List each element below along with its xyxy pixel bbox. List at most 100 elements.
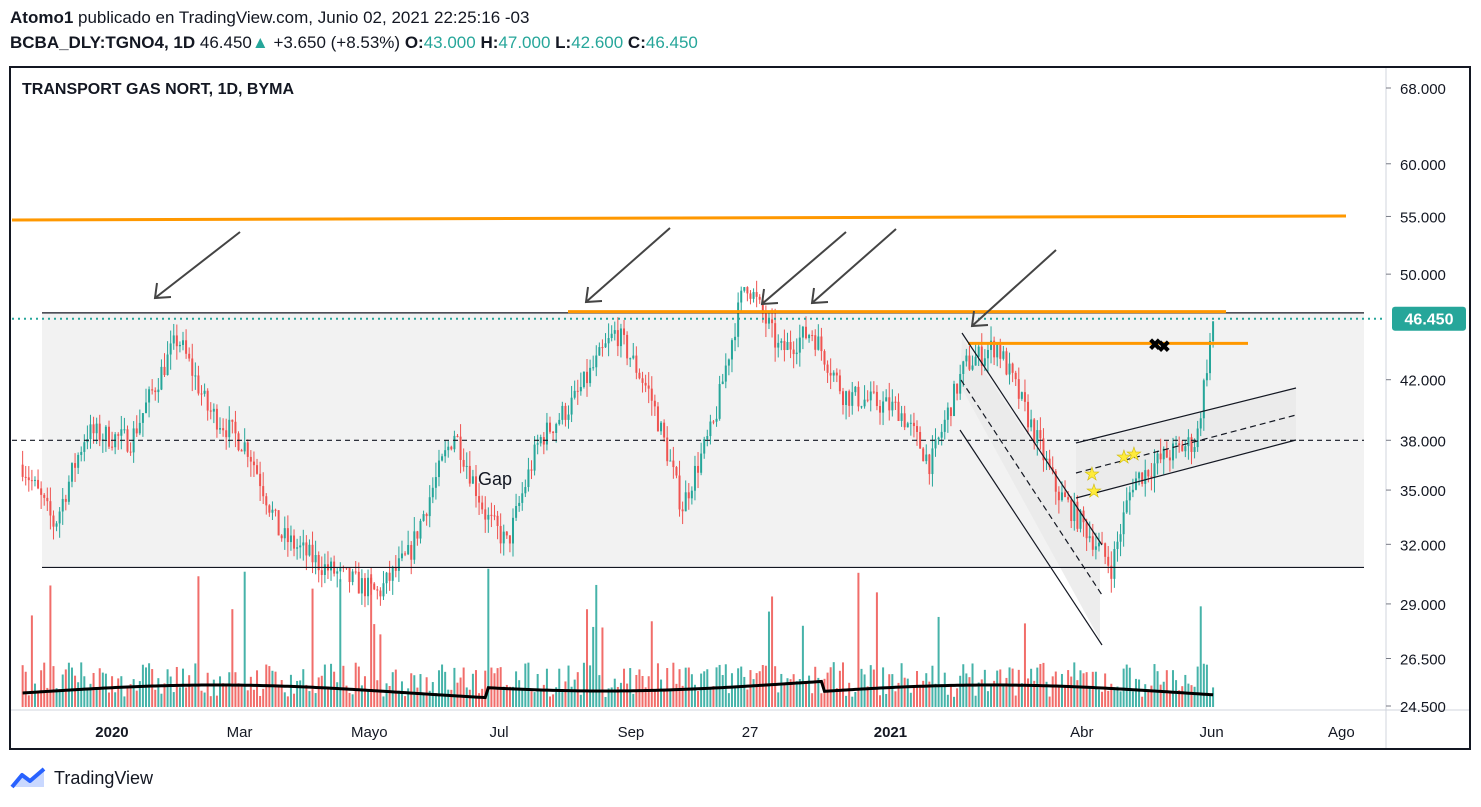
close-value: 46.450 (645, 33, 698, 52)
candle-body (786, 341, 789, 350)
volume-bar (663, 688, 666, 707)
candle-body (117, 434, 120, 436)
cross-mark-icon: ✖ (1157, 339, 1170, 356)
volume-bar (1171, 670, 1174, 707)
volume-bar (518, 680, 521, 707)
volume-bar (299, 680, 302, 707)
volume-bar (801, 625, 804, 707)
candle-body (502, 531, 505, 544)
volume-bar (891, 674, 894, 707)
candle-body (493, 515, 496, 517)
candle-body (126, 429, 129, 452)
volume-ma-line (22, 679, 1214, 700)
candle-body (280, 535, 283, 539)
low-label: L: (555, 33, 572, 52)
candle-body (974, 356, 977, 366)
candle-body (940, 431, 943, 438)
candle-body (592, 367, 595, 369)
volume-bar (462, 667, 465, 707)
volume-bar (1057, 686, 1060, 707)
candle-body (1131, 489, 1134, 493)
candle-body (330, 561, 333, 571)
candle-body (46, 497, 49, 502)
candle-body (323, 564, 326, 575)
down-channel-mid (960, 379, 1103, 596)
volume-bar (249, 676, 252, 707)
candle-body (752, 292, 755, 299)
volume-bar (823, 678, 826, 707)
candle-body (653, 400, 656, 407)
volume-bar (280, 680, 283, 707)
x-tick-label: 2020 (95, 724, 128, 741)
volume-bar (1060, 673, 1063, 707)
volume-bar (191, 686, 194, 707)
volume-bar (814, 666, 817, 707)
candle-body (431, 487, 434, 498)
candle-body (194, 375, 197, 377)
candle-body (829, 372, 832, 376)
volume-bar (1101, 691, 1104, 707)
volume-bar (832, 662, 835, 707)
candle-body (240, 450, 243, 452)
volume-bar (601, 627, 604, 707)
volume-bar (262, 688, 265, 707)
candle-body (453, 435, 456, 450)
candle-body (783, 341, 786, 350)
candle-body (206, 390, 209, 411)
volume-bar (897, 682, 900, 707)
volume-bar (505, 684, 508, 707)
volume-bar (373, 624, 376, 707)
candle-body (499, 526, 502, 544)
candle-body (40, 488, 43, 495)
volume-bar (339, 579, 342, 707)
candle-body (1113, 549, 1116, 579)
volume-bar (40, 670, 43, 707)
volume-bar (804, 681, 807, 707)
candle-body (835, 372, 838, 376)
candle-body (388, 572, 391, 581)
volume-bar (129, 684, 132, 707)
candle-body (897, 401, 900, 421)
x-tick-label: 27 (742, 724, 759, 741)
candle-body (687, 492, 690, 499)
volume-bar (1054, 671, 1057, 707)
candle-body (675, 467, 678, 476)
candle-body (268, 505, 271, 513)
volume-bar (644, 687, 647, 707)
candle-body (925, 454, 928, 462)
candle-body (37, 479, 40, 489)
volume-bar (829, 667, 832, 707)
volume-bar (308, 691, 311, 707)
volume-bar (730, 673, 733, 707)
candle-body (1073, 501, 1076, 522)
volume-bar (1168, 692, 1171, 707)
candle-body (447, 446, 450, 451)
candle-body (154, 390, 157, 393)
candle-body (823, 351, 826, 365)
volume-bar (388, 685, 391, 707)
volume-bar (1036, 667, 1039, 707)
candle-body (1116, 541, 1119, 550)
volume-bar (317, 677, 320, 707)
candle-body (459, 436, 462, 460)
candle-body (231, 419, 234, 422)
symbol-label: BCBA_DLY:TGNO4, 1D (10, 33, 196, 52)
volume-bar (771, 596, 774, 707)
volume-bar (283, 692, 286, 707)
candle-body (1184, 446, 1187, 452)
volume-bar (582, 662, 585, 707)
candle-body (826, 364, 829, 373)
volume-bar (511, 686, 514, 707)
volume-bar (231, 609, 234, 707)
candle-body (373, 583, 376, 590)
candle-body (1002, 351, 1005, 359)
candle-body (496, 515, 499, 527)
x-tick-label: Ago (1328, 724, 1355, 741)
x-tick-label: Mayo (351, 724, 388, 741)
candle-body (545, 422, 548, 445)
candle-body (317, 554, 320, 571)
candle-body (986, 349, 989, 359)
volume-bar (1014, 695, 1017, 707)
chart-frame (9, 66, 1471, 750)
